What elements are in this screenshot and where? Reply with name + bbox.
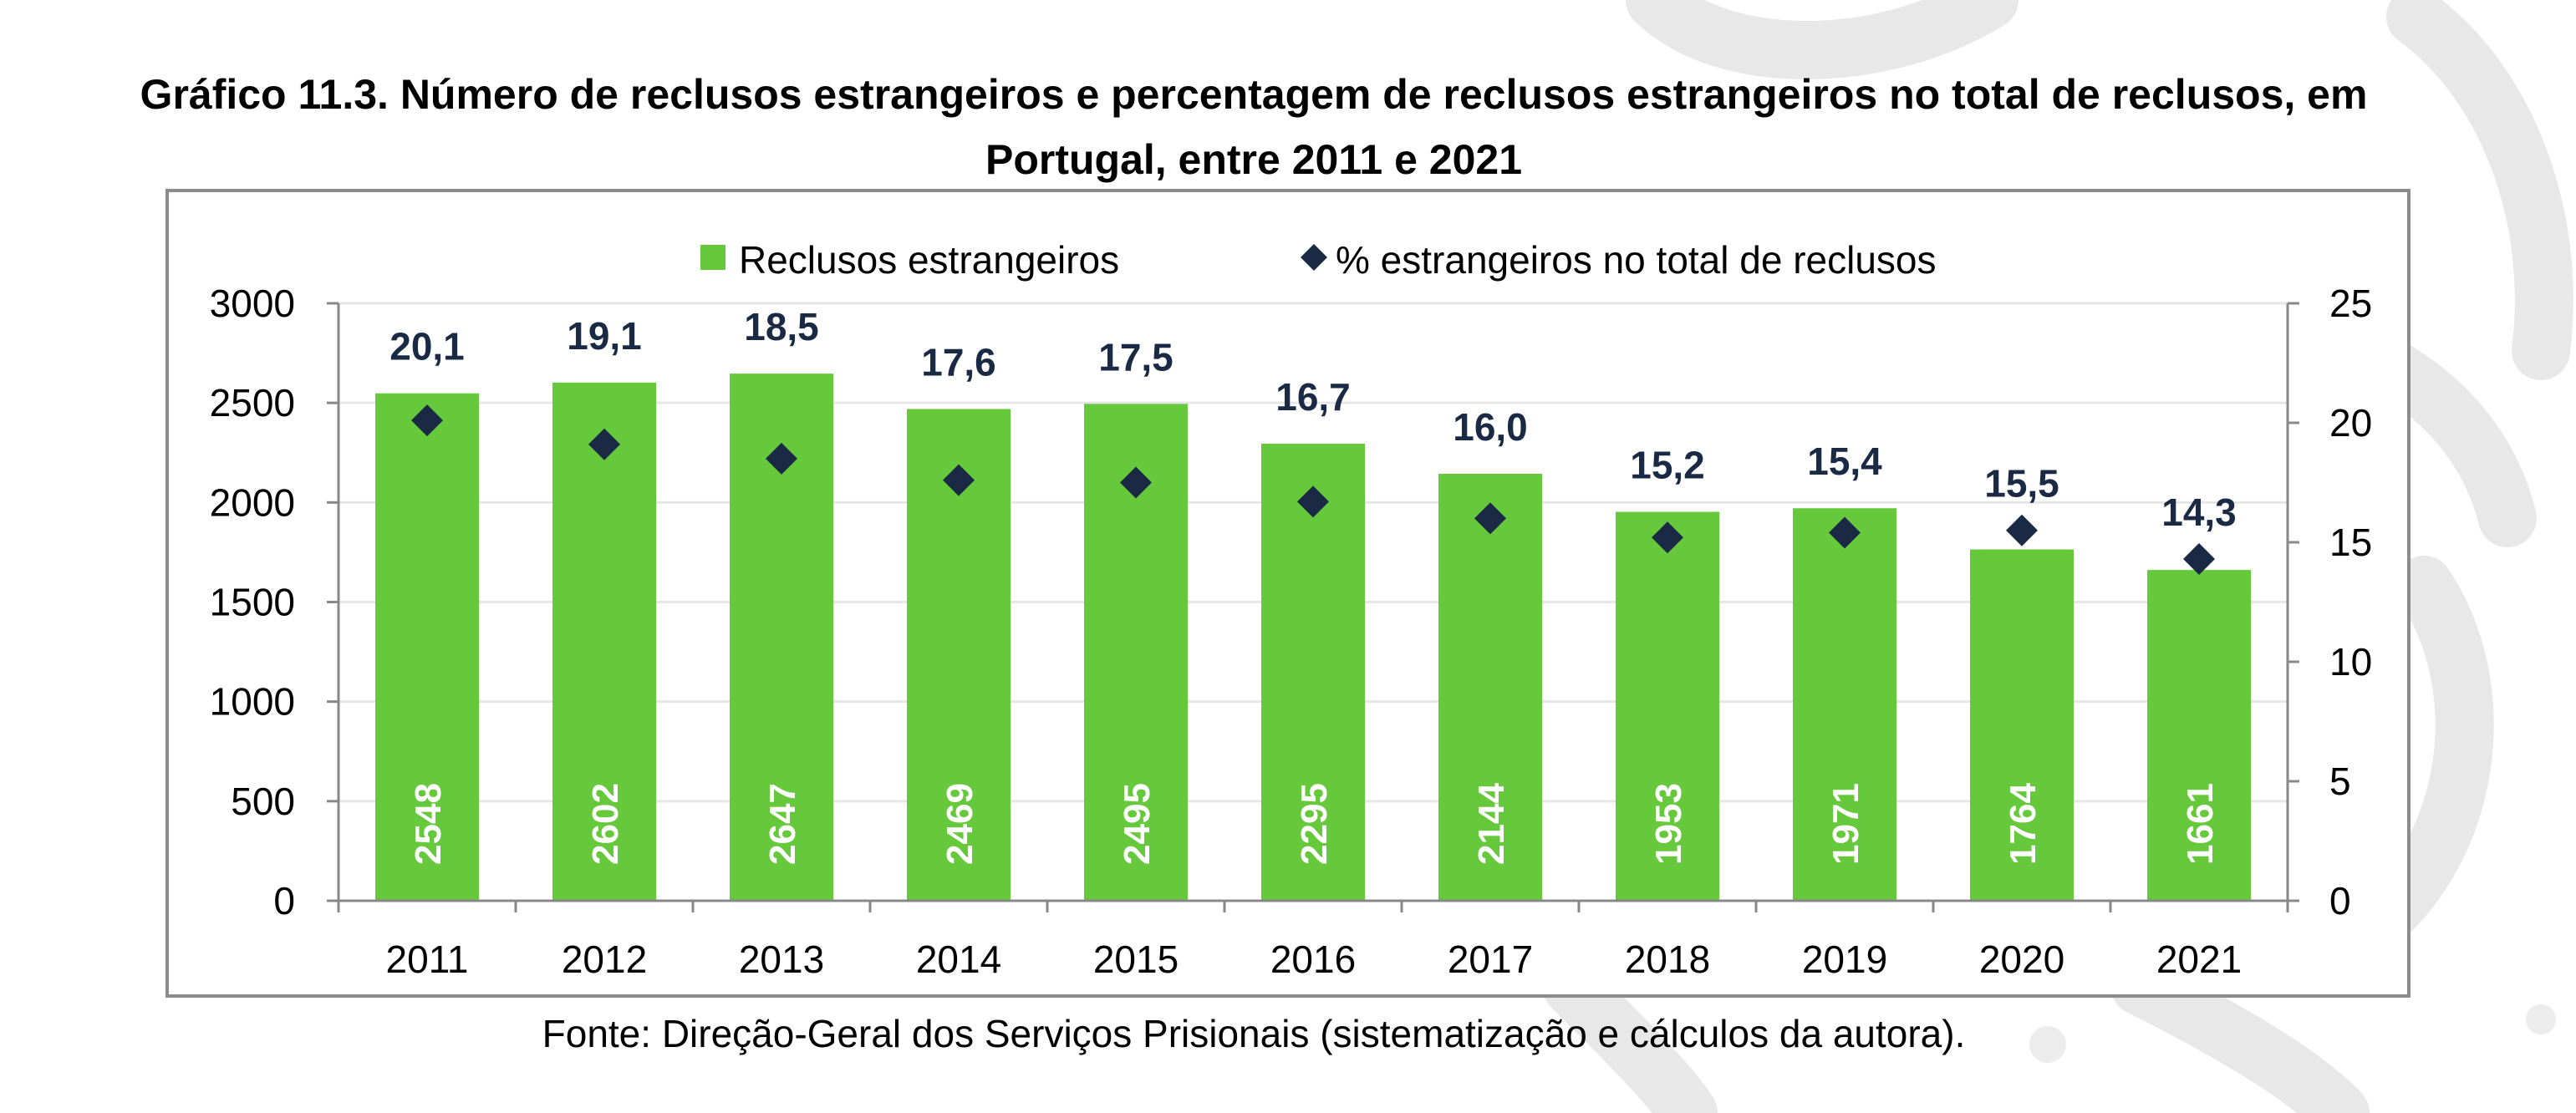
legend-bar-swatch [700, 245, 725, 270]
x-tick-label: 2021 [2156, 938, 2242, 981]
marker-point [1652, 521, 1683, 554]
y-tick-label: 2500 [210, 381, 295, 424]
x-tick-label: 2017 [1448, 938, 1533, 981]
bar-value-label: 2495 [1117, 783, 1158, 865]
x-tick-label: 2019 [1802, 938, 1887, 981]
y-tick-label: 0 [273, 879, 295, 922]
percent-label: 18,5 [744, 305, 819, 348]
y-tick-label: 3000 [210, 282, 295, 325]
legend-bar-label: Reclusos estrangeiros [739, 238, 1119, 282]
marker-point [1120, 466, 1152, 499]
bar-value-label: 2602 [585, 783, 626, 865]
y-tick-label: 1500 [210, 581, 295, 624]
x-tick-label: 2014 [916, 938, 1001, 981]
bar [2146, 570, 2252, 901]
percent-label: 15,4 [1807, 440, 1882, 483]
x-tick-label: 2015 [1093, 938, 1179, 981]
percent-label: 14,3 [2161, 490, 2237, 534]
marker-point [2183, 543, 2215, 576]
legend: Reclusos estrangeiros % estrangeiros no … [700, 238, 1937, 282]
marker-point [1829, 516, 1861, 549]
legend-diamond-icon [1301, 244, 1327, 271]
bar [552, 382, 657, 901]
markers: 20,1 19,1 18,5 17,6 17,5 16,7 16,0 15,2 15,4 15,5… [389, 305, 2237, 576]
bar-value-label: 2144 [1471, 783, 1512, 865]
marker-point [1474, 502, 1506, 535]
y-tick-label: 500 [231, 780, 295, 823]
marker-point [766, 442, 797, 475]
legend-marker-label: % estrangeiros no total de reclusos [1336, 238, 1937, 282]
bar-value-label: 2647 [762, 783, 803, 865]
percent-label: 15,2 [1630, 444, 1705, 487]
marker-point [2006, 514, 2038, 546]
bar-value-label: 1971 [1825, 783, 1866, 865]
percent-label: 17,6 [921, 341, 996, 384]
axes: 0 500 1000 1500 2000 2500 3000 0 5 10 15 20 25 2011 20… [210, 282, 2373, 981]
percent-label: 16,7 [1275, 375, 1351, 419]
y2-tick-label: 10 [2329, 640, 2372, 684]
y-tick-label: 2000 [210, 480, 295, 524]
bar-value-label: 2295 [1294, 783, 1335, 865]
bar-value-label: 1953 [1648, 783, 1689, 865]
percent-label: 17,5 [1098, 335, 1173, 379]
y2-tick-label: 15 [2329, 521, 2372, 564]
marker-point [1297, 485, 1329, 518]
percent-label: 20,1 [389, 325, 465, 368]
percent-label: 16,0 [1453, 405, 1528, 449]
chart-title: Gráfico 11.3. Número de reclusos estrang… [140, 71, 2368, 183]
marker-point [943, 464, 975, 496]
x-tick-label: 2020 [1979, 938, 2064, 981]
x-tick-label: 2018 [1625, 938, 1710, 981]
y2-tick-label: 25 [2329, 282, 2372, 325]
y2-tick-label: 5 [2329, 760, 2351, 803]
y2-tick-label: 20 [2329, 401, 2372, 445]
bar-value-label: 1764 [2003, 783, 2044, 865]
bar-value-label: 1661 [2180, 783, 2221, 865]
x-tick-label: 2011 [386, 938, 469, 981]
bar-value-label: 2548 [408, 783, 449, 865]
bar [1615, 511, 1720, 901]
marker-point [588, 428, 620, 460]
marker-point [411, 404, 443, 437]
source-note: Fonte: Direção-Geral dos Serviços Prisio… [542, 1012, 1966, 1055]
percent-label: 19,1 [567, 314, 642, 358]
bar [1969, 549, 2075, 901]
x-tick-label: 2016 [1270, 938, 1356, 981]
bar [1792, 508, 1897, 901]
bar [1438, 474, 1543, 901]
bar [374, 393, 480, 901]
bar [1260, 444, 1366, 901]
y-tick-label: 1000 [210, 680, 295, 724]
bar-value-label: 2469 [939, 783, 980, 865]
y2-tick-label: 0 [2329, 879, 2351, 922]
x-tick-label: 2013 [739, 938, 824, 981]
x-tick-label: 2012 [562, 938, 647, 981]
percent-label: 15,5 [1984, 462, 2059, 506]
